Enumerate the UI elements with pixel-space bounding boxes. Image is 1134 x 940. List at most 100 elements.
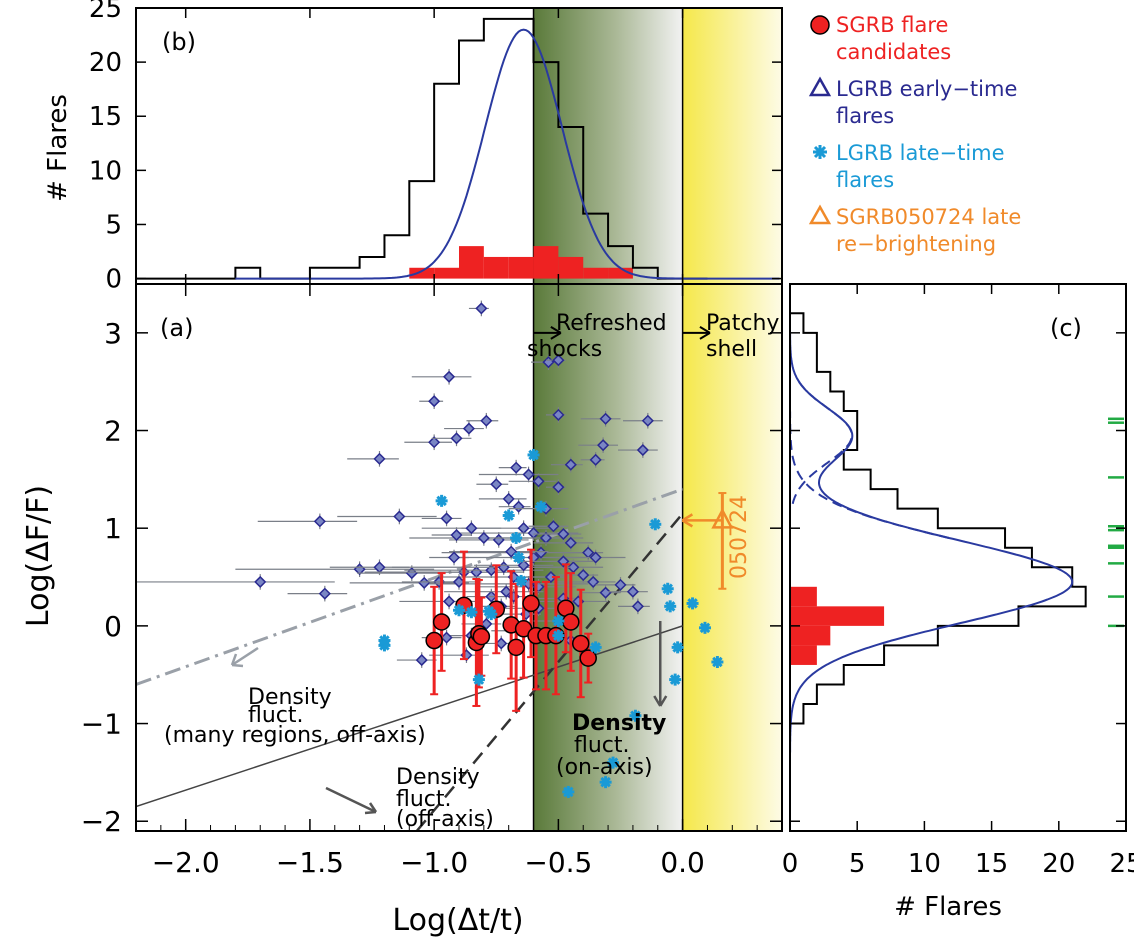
sgrb-hist-bar xyxy=(608,267,633,279)
lgrb-late-point xyxy=(502,509,515,522)
legend-marker-triangle xyxy=(808,204,832,225)
x-tick-label: 15 xyxy=(975,849,1008,879)
legend-label-line1: LGRB early−time xyxy=(836,77,1017,101)
x-tick-label: 0.0 xyxy=(660,846,705,879)
asterisk-stroke xyxy=(607,757,619,768)
panel-c-xlabel: # Flares xyxy=(894,892,1002,922)
asterisk-stroke xyxy=(600,776,611,788)
sgrb-hist-bar xyxy=(483,256,509,279)
lgrb-early-point xyxy=(641,414,654,427)
annotation-050724: 050724 xyxy=(727,495,752,579)
asterisk-stroke xyxy=(699,622,711,634)
lgrb-late-point xyxy=(534,500,547,513)
lgrb-early-point xyxy=(557,527,570,541)
lgrb-late-point xyxy=(552,614,565,627)
sgrb-hist-bar xyxy=(583,267,609,279)
lgrb-early-point xyxy=(373,452,386,465)
asterisk-stroke xyxy=(669,674,681,685)
sgrb-hist-bar xyxy=(790,606,885,626)
lgrb-early-point xyxy=(626,585,639,598)
patchy-arrowhead xyxy=(699,325,711,340)
lgrb-early-point xyxy=(475,302,488,315)
y-tick-label: 2 xyxy=(104,415,122,448)
lgrb-early-point xyxy=(428,436,441,449)
asterisk-stroke xyxy=(486,608,497,620)
lgrb-early-point xyxy=(564,458,577,471)
y-tick-label: 15 xyxy=(89,102,122,132)
lgrb-early-point xyxy=(552,408,565,421)
x-tick-label: −1.5 xyxy=(276,846,344,879)
sgrb050724-arrowhead xyxy=(681,513,694,528)
y-tick-label: 3 xyxy=(104,317,122,350)
lgrb-late-point xyxy=(607,756,620,769)
annotation-density-on-1: Density xyxy=(572,711,666,736)
sgrb-hist-bar xyxy=(558,256,584,279)
lgrb-early-point xyxy=(589,453,602,466)
asterisk-stroke xyxy=(650,519,661,530)
lgrb-early-point xyxy=(599,412,612,425)
sgrb-hist-bar xyxy=(533,246,559,279)
asterisk-stroke xyxy=(379,640,390,651)
panel-a: RefreshedshocksPatchyshellDensityfluct.(… xyxy=(21,283,783,938)
asterisk-stroke xyxy=(664,601,676,612)
lgrb-late-point xyxy=(671,641,684,654)
lgrb-early-point xyxy=(450,432,463,445)
lgrb-late-point xyxy=(512,551,525,564)
panel-b: 0 5 10 15 20 25 (b) # Flares xyxy=(43,0,783,295)
y-tick-label: 10 xyxy=(89,156,122,186)
sgrb-hist-bar xyxy=(790,645,817,665)
lgrb-early-point xyxy=(522,468,535,481)
x-tick-label: 0 xyxy=(782,849,799,879)
lgrb-early-point xyxy=(544,570,557,584)
dashed-line xyxy=(415,512,684,831)
lgrb-late-point xyxy=(649,518,662,531)
lgrb-early-point xyxy=(589,551,602,564)
sgrb-point xyxy=(522,594,540,613)
lgrb-early-point xyxy=(447,551,461,564)
asterisk-stroke xyxy=(590,642,601,653)
annotation-shocks: shocks xyxy=(527,337,602,362)
lgrb-early-point xyxy=(480,414,493,427)
lgrb-early-point xyxy=(599,586,612,599)
panel-a-xlabel: Log(Δt/t) xyxy=(392,903,523,938)
y-tick-label: 25 xyxy=(89,0,122,24)
lgrb-early-point xyxy=(440,631,453,644)
lgrb-early-point xyxy=(313,515,326,528)
lgrb-early-point xyxy=(532,475,545,488)
legend-label-line1: LGRB late−time xyxy=(836,141,1005,165)
panel-b-ylabel: # Flares xyxy=(43,94,73,202)
asterisk-stroke xyxy=(662,583,673,595)
sgrb-point xyxy=(425,631,443,650)
asterisk-stroke xyxy=(553,630,564,641)
sgrb-hist-bar xyxy=(409,267,435,279)
x-tick-label: 20 xyxy=(1042,849,1075,879)
panel-c-frame xyxy=(789,283,1127,832)
lgrb-late-point xyxy=(589,641,602,654)
panel-a-label: (a) xyxy=(160,314,193,342)
y-tick-label: −2 xyxy=(81,805,122,838)
patchy-shell-region xyxy=(682,284,782,831)
annotation-density-off-2: fluct. xyxy=(396,787,452,812)
density-many-arrow xyxy=(231,646,259,667)
annotation-density-off-1: Density xyxy=(396,765,480,790)
lgrb-early-point xyxy=(490,478,503,491)
lgrb-early-point xyxy=(510,461,523,474)
x-tick-label: −0.5 xyxy=(524,846,592,879)
x-tick-label: 25 xyxy=(1109,849,1134,879)
legend: SGRB flare candidates LGRB early−time flare… xyxy=(808,13,1021,256)
asterisk-stroke xyxy=(553,615,564,627)
y-tick-label: 0 xyxy=(104,610,122,643)
lgrb-early-point xyxy=(517,522,530,535)
asterisk-stroke xyxy=(436,495,447,507)
panel-b-label: (b) xyxy=(162,28,196,56)
asterisk-stroke xyxy=(473,674,485,685)
lgrb-late-point xyxy=(465,606,478,619)
lgrb-late-point xyxy=(669,673,682,686)
density-on-arrowhead xyxy=(653,695,668,707)
sgrb-hist-bar xyxy=(790,586,817,607)
legend-label-line1: SGRB050724 late xyxy=(836,205,1021,229)
gaussian-fit-curve xyxy=(235,28,780,280)
sgrb-hist-bar xyxy=(790,625,831,646)
y-tick-label: 20 xyxy=(89,48,122,78)
